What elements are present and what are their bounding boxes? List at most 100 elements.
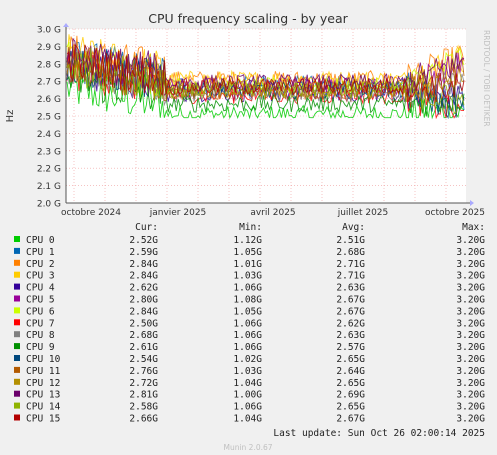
- legend-name: CPU 3: [26, 271, 55, 282]
- legend-header: Cur: Min: Avg: Max:: [135, 222, 485, 233]
- legend-cur: 2.80G: [129, 295, 158, 306]
- legend-cur: 2.58G: [129, 402, 158, 413]
- legend-avg: 2.65G: [336, 378, 365, 389]
- y-tick-label: 2.8 G: [37, 60, 61, 70]
- legend-column-header: Max:: [462, 222, 485, 233]
- legend-swatch: [14, 283, 20, 290]
- legend-row: CPU 5 2.80G 1.08G 2.67G 3.20G: [14, 295, 485, 306]
- legend-swatch: [14, 307, 20, 314]
- legend-cur: 2.61G: [129, 342, 158, 353]
- legend-max: 3.20G: [456, 366, 485, 377]
- legend-avg: 2.67G: [336, 414, 365, 425]
- x-tick-label: octobre 2024: [61, 208, 121, 218]
- legend-min: 1.04G: [233, 414, 262, 425]
- legend-swatch: [14, 331, 20, 338]
- legend-max: 3.20G: [456, 247, 485, 258]
- last-update: Last update: Sun Oct 26 02:00:14 2025: [273, 428, 485, 439]
- legend-column-header: Avg:: [342, 222, 365, 233]
- legend-cur: 2.84G: [129, 271, 158, 282]
- legend-name: CPU 8: [26, 330, 55, 341]
- x-tick-label: juillet 2025: [337, 208, 389, 218]
- legend-max: 3.20G: [456, 402, 485, 413]
- legend-min: 1.06G: [233, 283, 262, 294]
- legend-avg: 2.68G: [336, 247, 365, 258]
- legend-max: 3.20G: [456, 295, 485, 306]
- legend-max: 3.20G: [456, 259, 485, 270]
- legend-min: 1.03G: [233, 271, 262, 282]
- legend-cur: 2.52G: [129, 235, 158, 246]
- y-tick-label: 2.6 G: [37, 95, 61, 105]
- legend-row: CPU 8 2.68G 1.06G 2.63G 3.20G: [14, 330, 485, 341]
- legend-avg: 2.67G: [336, 295, 365, 306]
- legend-min: 1.12G: [233, 235, 262, 246]
- legend-avg: 2.69G: [336, 390, 365, 401]
- series-line-cpu-15: [66, 43, 465, 103]
- legend-avg: 2.67G: [336, 306, 365, 317]
- legend-swatch: [14, 319, 20, 326]
- legend-max: 3.20G: [456, 283, 485, 294]
- legend-name: CPU 10: [26, 354, 61, 365]
- legend-column-header: Min:: [239, 222, 262, 233]
- legend-avg: 2.65G: [336, 354, 365, 365]
- x-tick-label: avril 2025: [250, 208, 295, 218]
- legend-row: CPU 2 2.84G 1.01G 2.71G 3.20G: [14, 259, 485, 270]
- legend-swatch: [14, 271, 20, 278]
- y-tick-label: 2.1 G: [37, 182, 61, 192]
- y-tick-label: 3.0 G: [37, 26, 61, 36]
- legend-row: CPU 9 2.61G 1.06G 2.57G 3.20G: [14, 342, 485, 353]
- y-tick-label: 2.0 G: [37, 200, 61, 210]
- legend-avg: 2.65G: [336, 402, 365, 413]
- legend-cur: 2.76G: [129, 366, 158, 377]
- series-lines: [66, 34, 465, 120]
- legend-name: CPU 7: [26, 318, 55, 329]
- munin-version: Munin 2.0.67: [223, 443, 272, 452]
- legend-avg: 2.63G: [336, 283, 365, 294]
- legend-cur: 2.59G: [129, 247, 158, 258]
- legend-min: 1.05G: [233, 306, 262, 317]
- y-tick-label: 2.7 G: [37, 78, 61, 88]
- legend-row: CPU 4 2.62G 1.06G 2.63G 3.20G: [14, 283, 485, 294]
- legend-cur: 2.84G: [129, 306, 158, 317]
- legend-min: 1.08G: [233, 295, 262, 306]
- legend-min: 1.06G: [233, 318, 262, 329]
- legend-swatch: [14, 295, 20, 302]
- legend-swatch: [14, 259, 20, 266]
- legend-cur: 2.68G: [129, 330, 158, 341]
- legend-row: CPU 14 2.58G 1.06G 2.65G 3.20G: [14, 402, 485, 413]
- y-tick-label: 2.4 G: [37, 130, 61, 140]
- series-line-cpu-12: [66, 45, 465, 102]
- legend-min: 1.06G: [233, 330, 262, 341]
- y-tick-label: 2.9 G: [37, 43, 61, 53]
- legend-avg: 2.62G: [336, 318, 365, 329]
- legend-cur: 2.54G: [129, 354, 158, 365]
- legend-name: CPU 5: [26, 295, 55, 306]
- x-tick-label: octobre 2025: [425, 208, 485, 218]
- legend-min: 1.05G: [233, 247, 262, 258]
- legend-row: CPU 1 2.59G 1.05G 2.68G 3.20G: [14, 247, 485, 258]
- series-line-cpu-13: [66, 37, 465, 96]
- legend-row: CPU 3 2.84G 1.03G 2.71G 3.20G: [14, 271, 485, 282]
- legend-max: 3.20G: [456, 318, 485, 329]
- legend-swatch: [14, 414, 20, 421]
- legend-avg: 2.71G: [336, 271, 365, 282]
- legend-avg: 2.63G: [336, 330, 365, 341]
- legend-swatch: [14, 236, 20, 242]
- legend-name: CPU 4: [26, 283, 55, 294]
- legend-name: CPU 0: [26, 235, 55, 246]
- legend-cur: 2.50G: [129, 318, 158, 329]
- legend-name: CPU 2: [26, 259, 55, 270]
- legend-row: CPU 15 2.66G 1.04G 2.67G 3.20G: [14, 414, 485, 425]
- legend-row: CPU 6 2.84G 1.05G 2.67G 3.20G: [14, 306, 485, 317]
- series-line-cpu-14: [66, 47, 465, 114]
- legend-row: CPU 11 2.76G 1.03G 2.64G 3.20G: [14, 366, 485, 377]
- legend-name: CPU 15: [26, 414, 60, 425]
- legend-min: 1.03G: [233, 366, 262, 377]
- y-axis-arrow: [63, 23, 69, 27]
- legend-swatch: [14, 378, 20, 385]
- legend-min: 1.01G: [233, 259, 262, 270]
- legend-row: CPU 13 2.81G 1.00G 2.69G 3.20G: [14, 390, 485, 401]
- y-axis-label: Hz: [5, 110, 16, 123]
- y-tick-label: 2.5 G: [37, 113, 61, 123]
- series-line-cpu-0: [66, 68, 465, 120]
